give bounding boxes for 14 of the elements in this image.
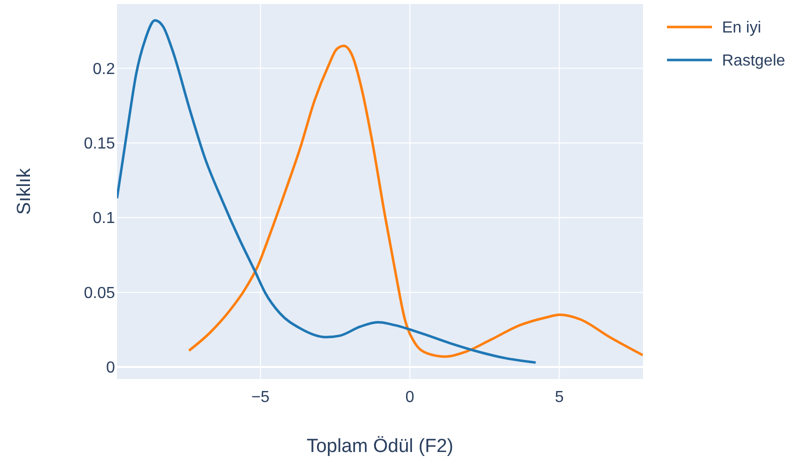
y-axis-title: Sıklık xyxy=(14,168,35,215)
legend-label: En iyi xyxy=(722,20,762,37)
legend-label: Rastgele xyxy=(722,52,786,70)
line-series xyxy=(117,19,537,364)
y-tick-label: 0.15 xyxy=(84,136,116,153)
x-tick-label: 0 xyxy=(405,389,414,406)
x-tick-label: −5 xyxy=(251,389,270,406)
line-series xyxy=(188,44,643,358)
x-tick-label: 5 xyxy=(554,389,564,406)
y-tick-label: 0.2 xyxy=(92,60,116,78)
y-tick-label: 0.05 xyxy=(84,284,116,302)
y-tick-label: 0.1 xyxy=(92,210,116,228)
x-axis-title: Toplam Ödül (F2) xyxy=(306,436,454,457)
y-tick-label: 0 xyxy=(106,360,116,377)
